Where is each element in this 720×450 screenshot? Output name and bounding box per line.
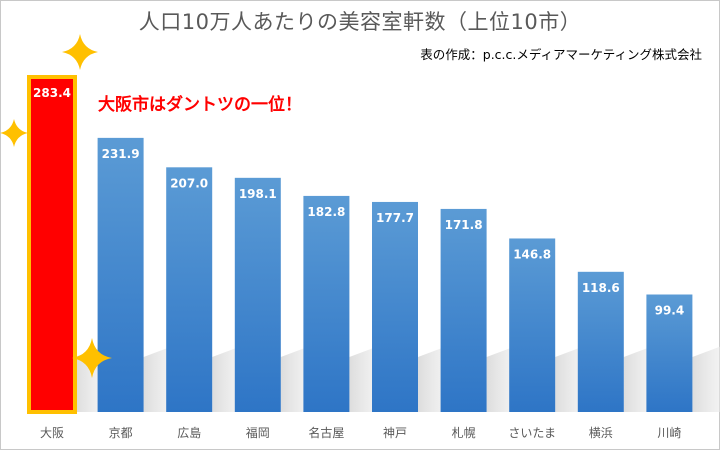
x-tick-label: 京都 xyxy=(109,426,133,440)
x-tick-label: 川崎 xyxy=(657,426,681,440)
bar xyxy=(372,201,418,412)
value-label: 283.4 xyxy=(33,86,71,100)
value-label: 231.9 xyxy=(102,147,140,161)
x-tick-label: さいたま xyxy=(508,426,556,440)
value-label: 207.0 xyxy=(170,176,208,190)
value-label: 146.8 xyxy=(513,247,551,261)
bar xyxy=(166,167,213,412)
bar-highlight xyxy=(27,75,77,414)
bar-layer xyxy=(27,75,693,414)
bar xyxy=(440,208,487,412)
bar-shadow xyxy=(692,346,720,412)
x-tick-label: 広島 xyxy=(177,425,201,440)
bar xyxy=(646,294,693,412)
x-tick-label: 札幌 xyxy=(452,425,476,440)
x-tick-label: 名古屋 xyxy=(308,425,344,440)
sparkle-icon xyxy=(72,338,112,378)
value-label: 177.7 xyxy=(376,211,414,225)
value-label-layer: 283.4 231.9 207.0 198.1 182.8 177.7 171.8 146.8… xyxy=(33,86,684,318)
value-label: 198.1 xyxy=(239,187,277,201)
bar xyxy=(303,195,350,412)
sparkle-layer xyxy=(0,34,112,378)
sparkle-icon xyxy=(0,119,28,147)
chart-credit: 表の作成：p.c.c.メディアマーケティング株式会社 xyxy=(420,47,702,62)
chart-annotation: 大阪市はダントツの一位！ xyxy=(98,95,302,115)
x-tick-layer: 大阪 京都 広島 福岡 名古屋 神戸 札幌 さいたま 横浜 川崎 xyxy=(40,425,681,440)
value-label: 182.8 xyxy=(307,205,345,219)
x-tick-label: 福岡 xyxy=(246,425,270,440)
chart-title: 人口10万人あたりの美容室軒数（上位10市） xyxy=(138,10,582,34)
bar xyxy=(97,137,144,413)
bar xyxy=(577,271,624,412)
sparkle-icon xyxy=(62,34,98,70)
value-label: 118.6 xyxy=(582,281,620,295)
value-label: 171.8 xyxy=(445,218,483,232)
value-label: 99.4 xyxy=(655,304,685,318)
x-tick-label: 神戸 xyxy=(383,426,407,440)
x-tick-label: 大阪 xyxy=(40,426,64,440)
x-tick-label: 横浜 xyxy=(589,426,613,440)
bar xyxy=(509,238,556,412)
bar xyxy=(234,177,281,412)
